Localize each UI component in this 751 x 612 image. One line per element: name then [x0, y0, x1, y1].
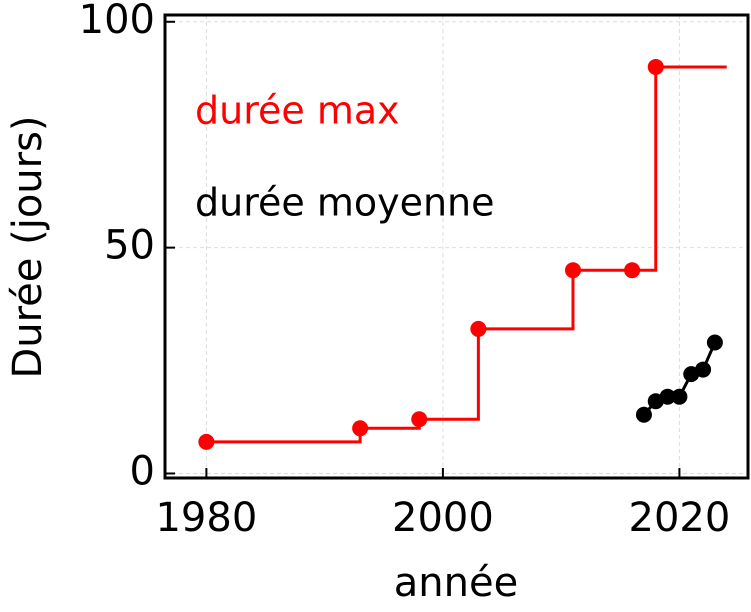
data-point [564, 262, 581, 279]
x-tick-label: 1980 [155, 495, 257, 541]
data-point [198, 433, 215, 450]
data-point [411, 411, 428, 428]
x-axis-label: année [394, 560, 518, 606]
x-tick-label: 2020 [629, 495, 731, 541]
data-point [352, 420, 369, 437]
legend-label: durée moyenne [195, 181, 495, 225]
data-point [470, 320, 487, 337]
plot-frame [163, 13, 750, 480]
data-point [695, 361, 712, 378]
data-point [624, 262, 641, 279]
legend-label: durée max [195, 89, 400, 133]
y-tick-label: 0 [130, 448, 155, 494]
y-axis-label: Durée (jours) [5, 115, 51, 378]
data-point [635, 406, 652, 423]
data-point [659, 388, 676, 405]
data-point [706, 334, 723, 351]
y-tick-label: 50 [104, 223, 155, 269]
y-tick-label: 100 [79, 0, 155, 43]
x-tick-label: 2000 [392, 495, 494, 541]
data-point [647, 58, 664, 75]
data-point [671, 388, 688, 405]
